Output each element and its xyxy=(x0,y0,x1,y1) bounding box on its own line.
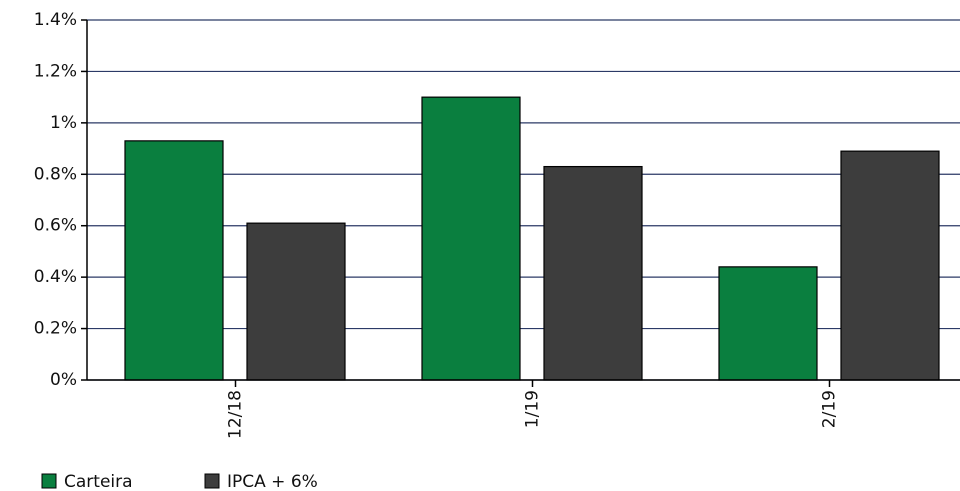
y-tick-label: 0.2% xyxy=(34,319,77,339)
y-tick-label: 0% xyxy=(50,370,77,390)
legend-swatch xyxy=(41,473,57,489)
y-tick-label: 1% xyxy=(50,113,77,133)
legend-item: IPCA + 6% xyxy=(204,472,318,491)
legend-swatch xyxy=(204,473,220,489)
legend-label: IPCA + 6% xyxy=(227,472,318,491)
legend-item: Carteira xyxy=(41,472,133,491)
bar xyxy=(246,222,346,381)
bar xyxy=(840,150,940,381)
y-tick-label: 0.8% xyxy=(34,164,77,184)
y-tick-label: 0.6% xyxy=(34,216,77,236)
x-tick-label: 12/18 xyxy=(226,390,246,439)
bar xyxy=(124,140,224,381)
bar xyxy=(543,165,643,381)
y-tick-label: 0.4% xyxy=(34,267,77,287)
bar xyxy=(421,96,521,381)
x-tick-label: 1/19 xyxy=(523,390,543,428)
y-tick-label: 1.2% xyxy=(34,61,77,81)
y-tick-label: 1.4% xyxy=(34,10,77,30)
legend-label: Carteira xyxy=(64,472,133,491)
bar xyxy=(718,266,818,381)
x-tick-label: 2/19 xyxy=(820,390,840,428)
